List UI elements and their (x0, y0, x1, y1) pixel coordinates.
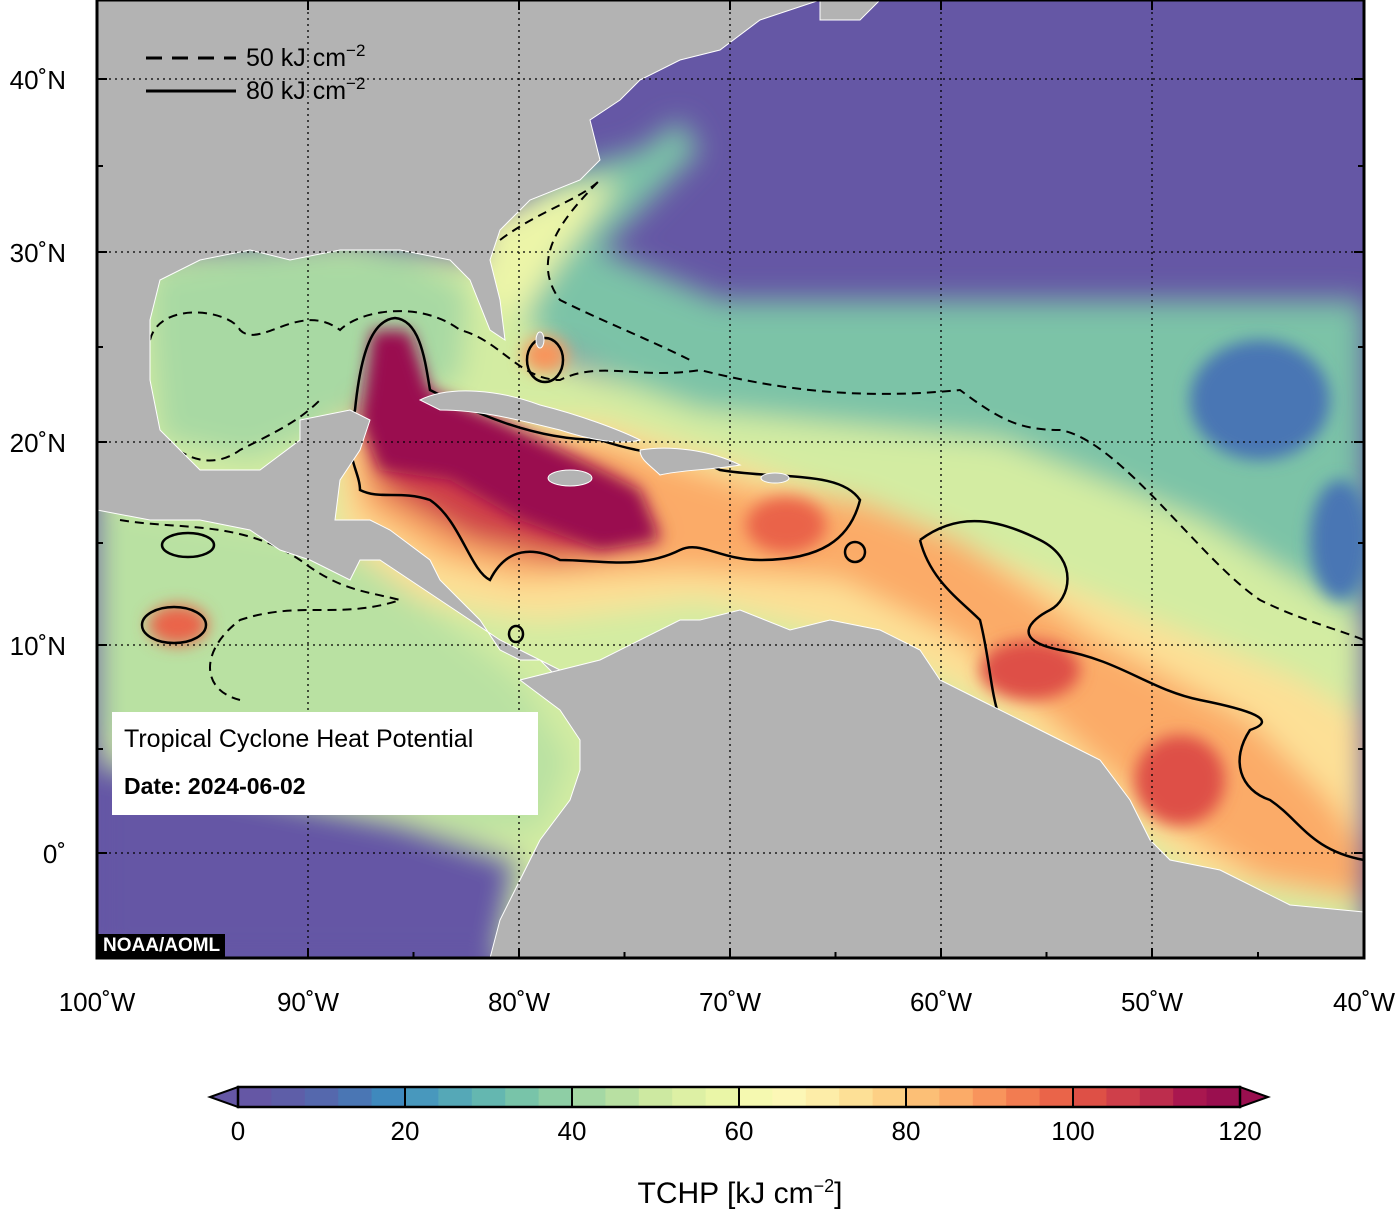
colorbar-swatch (572, 1087, 606, 1107)
info-date: Date: 2024-06-02 (124, 773, 306, 799)
colorbar-title-exp: −2 (813, 1176, 835, 1196)
colorbar-tick-label: 120 (1218, 1116, 1262, 1146)
colorbar-swatch (1173, 1087, 1208, 1107)
colorbar-swatch (638, 1087, 673, 1107)
colorbar-tick-label: 100 (1051, 1116, 1095, 1146)
colorbar-swatch (939, 1087, 974, 1107)
colorbar-swatch (338, 1087, 373, 1107)
colorbar-swatch (1139, 1087, 1174, 1107)
lat-label-30n: 30˚N (10, 238, 66, 268)
lat-label-10n: 10˚N (10, 631, 66, 661)
colorbar-max-arrow (1239, 1085, 1271, 1109)
lon-labels: 100˚W 90˚W 80˚W 70˚W 60˚W 50˚W 40˚W (59, 987, 1396, 1017)
colorbar-swatch (906, 1087, 940, 1107)
colorbar-title-end: ] (834, 1177, 843, 1210)
lat-labels: 40˚N 30˚N 20˚N 10˚N 0˚ (10, 65, 66, 869)
axis-ticks (96, 0, 1365, 958)
credit-badge: NOAA/AOML (98, 934, 226, 957)
lat-label-0: 0˚ (43, 839, 66, 869)
colorbar-tick-label: 40 (557, 1116, 587, 1146)
colorbar-swatch (1106, 1087, 1141, 1107)
colorbar-swatch (271, 1087, 306, 1107)
colorbar-swatch (839, 1087, 874, 1107)
legend-dashed-label: 50 kJ cm−2 (246, 41, 365, 72)
colorbar-tick-label: 0 (230, 1116, 246, 1146)
colorbar-tick-label: 80 (891, 1116, 921, 1146)
lon-label-50w: 50˚W (1121, 987, 1184, 1017)
colorbar-swatch (672, 1087, 707, 1107)
colorbar-swatch (538, 1087, 573, 1107)
colorbar-swatch (605, 1087, 640, 1107)
colorbar-swatch (1206, 1087, 1241, 1107)
map-panel: 50 kJ cm−2 80 kJ cm−2 (97, 0, 1364, 958)
colorbar-tick-label: 20 (390, 1116, 420, 1146)
legend-solid-label: 80 kJ cm−2 (246, 74, 365, 105)
colorbar-swatch (1073, 1087, 1107, 1107)
lon-label-90w: 90˚W (277, 987, 340, 1017)
tchp-core (148, 330, 1364, 825)
colorbar-swatch (972, 1087, 1007, 1107)
info-box: Tropical Cyclone Heat Potential Date: 20… (112, 712, 538, 815)
contour-legend: 50 kJ cm−2 80 kJ cm−2 (146, 41, 365, 105)
colorbar-swatch (705, 1087, 740, 1107)
colorbar (207, 1085, 1271, 1109)
colorbar-swatch (805, 1087, 840, 1107)
lon-label-100w: 100˚W (59, 987, 136, 1017)
colorbar-swatch (872, 1087, 907, 1107)
colorbar-min-arrow (207, 1085, 239, 1109)
colorbar-swatch (371, 1087, 406, 1107)
colorbar-swatch (772, 1087, 807, 1107)
info-title: Tropical Cyclone Heat Potential (124, 725, 474, 753)
colorbar-tick-label: 60 (724, 1116, 754, 1146)
contour-80 (140, 316, 1364, 862)
colorbar-swatch (1039, 1087, 1074, 1107)
lat-label-40n: 40˚N (10, 65, 66, 95)
colorbar-swatch (238, 1087, 272, 1107)
land (97, 0, 1364, 958)
colorbar-swatch (304, 1087, 339, 1107)
colorbar-swatch (438, 1087, 473, 1107)
lon-label-70w: 70˚W (699, 987, 762, 1017)
lon-label-40w: 40˚W (1333, 987, 1396, 1017)
lat-label-20n: 20˚N (10, 428, 66, 458)
colorbar-swatch (739, 1087, 773, 1107)
colorbar-title: TCHP [kJ cm−2] (638, 1176, 843, 1211)
colorbar-swatch (405, 1087, 439, 1107)
colorbar-swatch (1006, 1087, 1041, 1107)
colorbar-title-main: TCHP [kJ cm (637, 1177, 814, 1210)
colorbar-swatch (471, 1087, 506, 1107)
lon-label-60w: 60˚W (910, 987, 973, 1017)
lon-label-80w: 80˚W (488, 987, 551, 1017)
colorbar-swatch (505, 1087, 540, 1107)
